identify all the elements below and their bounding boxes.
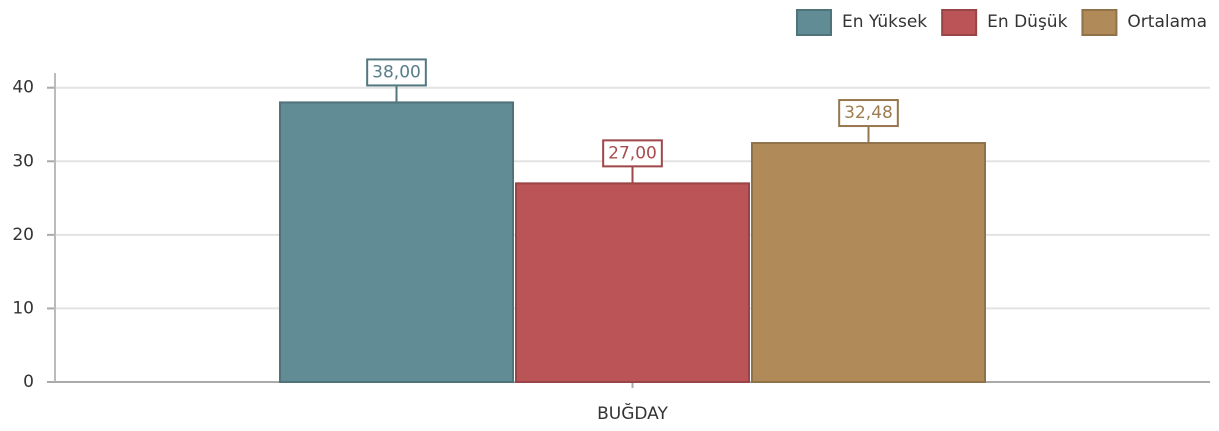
x-tick-label: BUĞDAY [597, 402, 668, 424]
bar [515, 182, 750, 383]
y-tick-label: 40 [12, 78, 34, 98]
data-label: 27,00 [608, 143, 657, 163]
y-tick-label: 20 [12, 225, 34, 245]
data-label: 38,00 [372, 62, 421, 82]
bar [279, 101, 514, 384]
legend-label: Ortalama [1127, 12, 1207, 32]
legend-label: En Düşük [987, 12, 1067, 32]
y-tick-label: 0 [23, 372, 34, 392]
data-label-box [838, 99, 899, 128]
legend-label: En Yüksek [842, 12, 927, 32]
data-label-box [366, 58, 427, 87]
data-label: 32,48 [844, 103, 893, 123]
legend-swatch [941, 9, 978, 36]
data-label-box [602, 139, 663, 168]
legend-swatch [796, 9, 833, 36]
y-tick-label: 10 [12, 298, 34, 318]
bar [751, 142, 986, 383]
legend-swatch [1081, 9, 1118, 36]
y-tick-label: 30 [12, 151, 34, 171]
